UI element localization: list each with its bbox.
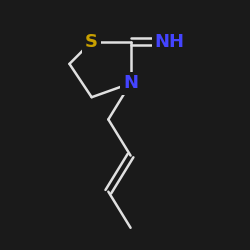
Text: N: N — [123, 74, 138, 92]
Text: NH: NH — [154, 33, 184, 51]
Text: S: S — [85, 33, 98, 51]
